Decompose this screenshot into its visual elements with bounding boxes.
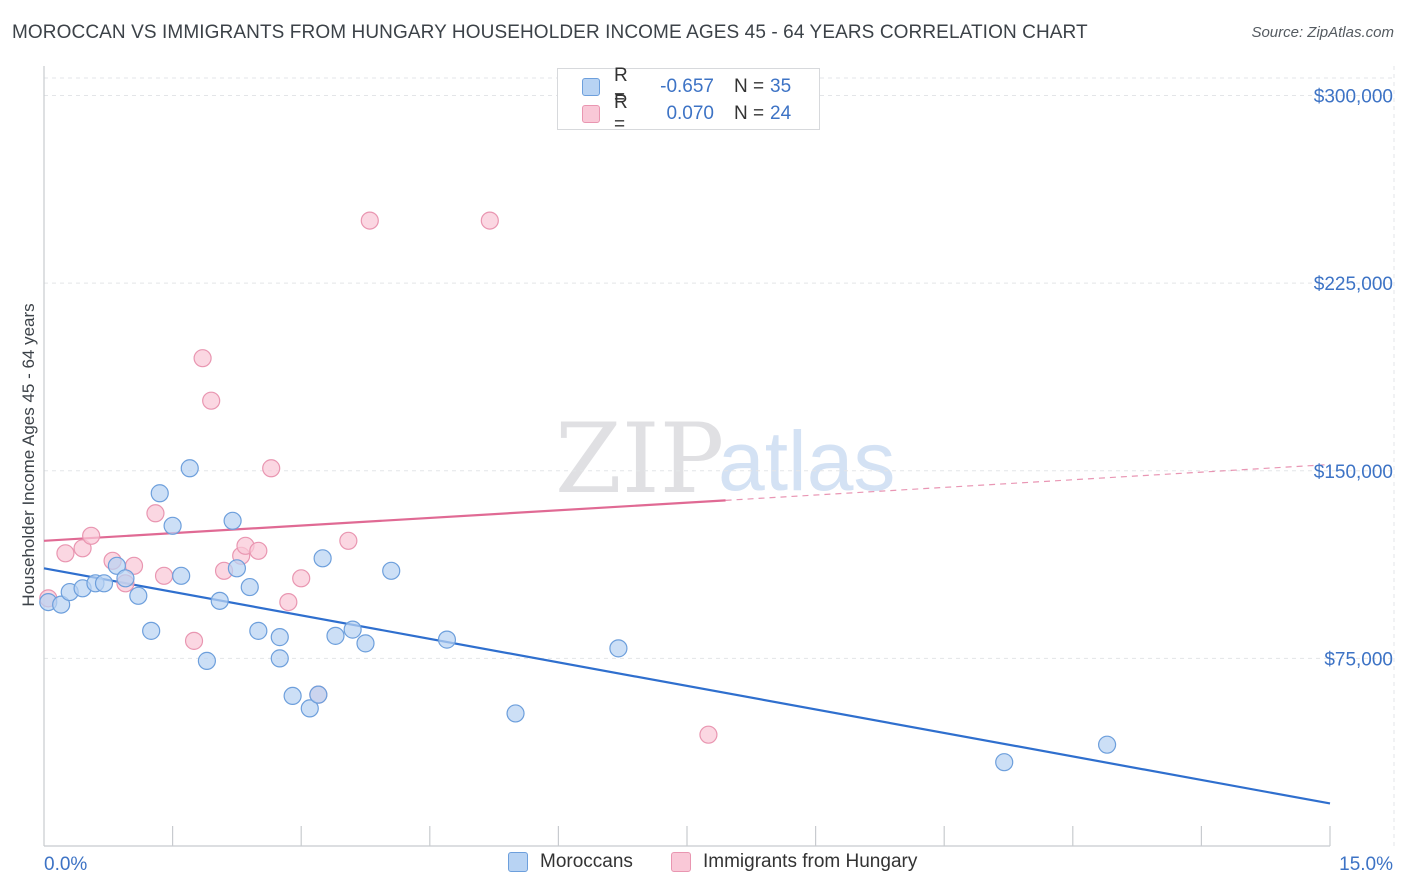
point-moroccan: [283, 686, 302, 706]
point-moroccan: [163, 516, 182, 535]
legend-n-label: N =: [734, 76, 765, 97]
point-moroccan: [609, 639, 628, 658]
point-moroccan: [270, 628, 289, 647]
point-moroccan: [309, 685, 328, 704]
point-hungary: [699, 725, 718, 744]
point-moroccan: [210, 591, 229, 610]
legend-swatch-moroccans: [582, 78, 600, 96]
legend-swatch-moroccans: [508, 852, 528, 872]
legend-row-moroccans: R = -0.657 N = 35: [582, 65, 792, 108]
point-hungary: [146, 504, 165, 523]
legend-r-label: R =: [614, 92, 628, 135]
legend-swatch-hungary: [582, 105, 600, 123]
point-moroccan: [94, 574, 114, 593]
y-tick-label: $75,000: [1324, 649, 1393, 670]
point-hungary: [480, 211, 499, 230]
watermark-zip: ZIP: [555, 403, 724, 515]
legend-item-moroccans[interactable]: Moroccans: [508, 851, 633, 873]
point-hungary: [262, 459, 281, 478]
point-moroccan: [180, 459, 199, 478]
point-hungary: [339, 531, 358, 550]
point-moroccan: [197, 651, 216, 670]
trend-line-hungary: [43, 499, 726, 542]
point-moroccan: [326, 626, 345, 645]
point-moroccan: [107, 556, 126, 575]
point-moroccan: [506, 704, 525, 723]
legend-label-hungary: Immigrants from Hungary: [703, 851, 918, 872]
point-hungary: [184, 631, 204, 650]
x-tick-label-min: 0.0%: [44, 854, 87, 875]
watermark-atlas: atlas: [718, 414, 895, 508]
point-moroccan: [270, 649, 289, 668]
series-legend: Moroccans Immigrants from Hungary: [0, 851, 1406, 877]
point-hungary: [56, 544, 75, 563]
point-moroccan: [223, 511, 242, 530]
point-moroccan: [300, 699, 319, 718]
legend-r-value: 0.070: [666, 103, 714, 124]
point-hungary: [193, 349, 212, 368]
point-moroccan: [356, 634, 375, 653]
source-label: Source: ZipAtlas.com: [1251, 24, 1394, 41]
legend-label-moroccans: Moroccans: [540, 851, 633, 872]
point-moroccan: [150, 484, 169, 503]
legend-row-hungary: R = 0.070 N = 24: [582, 92, 792, 135]
y-tick-label: $150,000: [1314, 462, 1393, 483]
legend-n-label: N =: [734, 103, 765, 124]
y-axis-label: Householder Income Ages 45 - 64 years: [19, 303, 38, 606]
chart-title: MOROCCAN VS IMMIGRANTS FROM HUNGARY HOUS…: [12, 22, 1088, 43]
point-moroccan: [437, 630, 457, 649]
point-moroccan: [52, 595, 71, 614]
y-tick-label: $225,000: [1314, 274, 1393, 295]
x-tick-label-max: 15.0%: [1339, 854, 1393, 875]
point-moroccan: [249, 621, 268, 640]
stats-legend: R = -0.657 N = 35 R = 0.070 N = 24: [557, 65, 820, 135]
trend-line-hungary-projection: [725, 463, 1331, 501]
legend-swatch-hungary: [671, 852, 691, 872]
point-hungary: [154, 566, 174, 585]
y-tick-label: $300,000: [1314, 87, 1393, 108]
legend-r-label: R =: [614, 65, 628, 108]
point-moroccan: [116, 569, 135, 588]
legend-r-value: -0.657: [660, 76, 714, 97]
legend-n-value: 24: [770, 103, 792, 124]
data-points: [39, 211, 1117, 772]
point-moroccan: [313, 549, 332, 568]
axes: [43, 66, 1331, 847]
watermark: ZIP atlas: [555, 403, 895, 515]
point-moroccan: [240, 577, 259, 597]
legend-n-value: 35: [770, 76, 792, 97]
point-moroccan: [1097, 735, 1117, 754]
point-hungary: [279, 592, 298, 612]
tick-labels: $75,000 $150,000 $225,000 $300,000 0.0% 15.0%: [44, 87, 1393, 875]
trend-lines: [43, 463, 1331, 805]
point-moroccan: [172, 566, 191, 585]
trend-line-moroccan: [43, 567, 1331, 805]
point-moroccan: [142, 621, 161, 640]
point-hungary: [202, 391, 221, 410]
point-hungary: [249, 541, 268, 560]
point-moroccan: [129, 586, 148, 605]
point-moroccan: [382, 561, 401, 580]
point-hungary: [292, 569, 311, 588]
point-moroccan: [227, 559, 246, 578]
point-moroccan: [995, 753, 1014, 772]
point-moroccan: [343, 620, 362, 639]
point-hungary: [360, 211, 379, 230]
point-hungary: [73, 539, 92, 558]
point-hungary: [82, 526, 101, 545]
legend-item-hungary[interactable]: Immigrants from Hungary: [671, 851, 917, 873]
